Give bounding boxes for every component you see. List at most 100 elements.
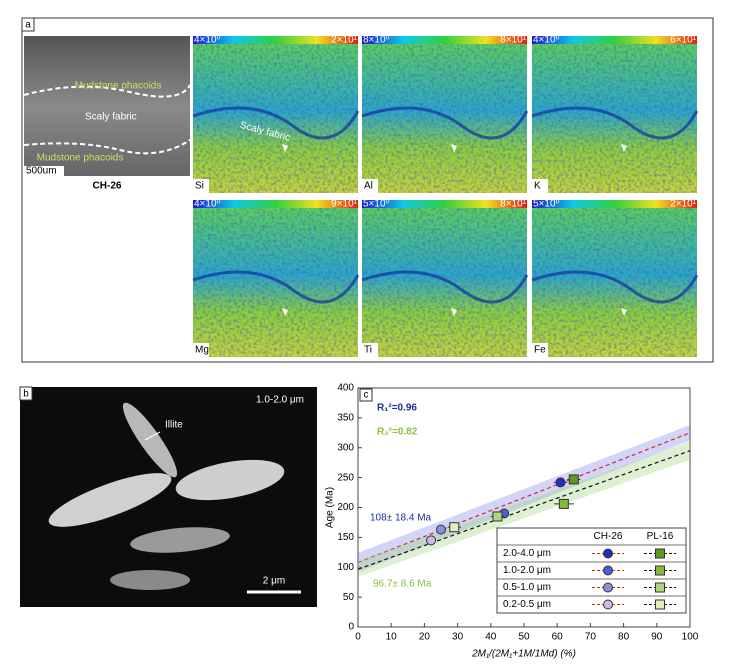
annotation: Scaly fabric [85, 112, 137, 123]
element-label: Al [364, 181, 373, 192]
panel-label-box [359, 388, 373, 402]
panel-label-box [21, 17, 35, 32]
panel-label: a [25, 20, 31, 31]
scale-label: 2 μm [263, 576, 285, 587]
regression-line [357, 450, 691, 570]
legend-header: CH-26 [594, 531, 623, 542]
panel-label: b [23, 389, 29, 400]
data-point [655, 582, 665, 593]
arrow [282, 308, 288, 316]
data-point [555, 477, 566, 488]
map-texture [532, 44, 697, 193]
colorbar-max: 8×10¹ [500, 199, 527, 210]
x-tick-label: 30 [452, 632, 464, 643]
r2-label: R₁²=0.96 [377, 403, 417, 414]
arrow [621, 144, 627, 152]
y-tick-label: 300 [337, 442, 354, 453]
boundary [23, 139, 191, 155]
colorbar-min: 8×10⁰ [363, 35, 390, 46]
colorbar-max: 9×10¹ [331, 199, 358, 210]
x-tick-label: 20 [419, 632, 431, 643]
annotation: Mudstone phacoids [37, 153, 124, 164]
data-point [492, 511, 503, 522]
confidence-band [358, 425, 690, 573]
data-point [655, 599, 665, 610]
y-tick-label: 250 [337, 472, 354, 483]
data-point [655, 548, 665, 559]
arrow [282, 144, 288, 152]
y-tick-label: 0 [348, 622, 354, 633]
element-box [193, 179, 209, 193]
legend-label: 0.2-0.5 μm [503, 599, 551, 610]
crystal [175, 459, 285, 501]
data-point [449, 522, 460, 533]
element-box [362, 179, 378, 193]
annotation: Illite [165, 420, 183, 431]
data-point [436, 524, 446, 535]
map-texture [362, 208, 527, 357]
element-label: Mg [195, 345, 209, 356]
y-tick-label: 150 [337, 532, 354, 543]
colorbar-max: 6×10¹ [670, 35, 697, 46]
pointer [144, 431, 161, 441]
element-label: Fe [534, 345, 546, 356]
element-label: Si [195, 181, 204, 192]
y-axis-label: Age (Ma) [325, 487, 336, 528]
map-texture [362, 44, 527, 193]
colorbar [362, 200, 527, 208]
colorbar [362, 36, 527, 44]
colorbar-min: 4×10⁰ [194, 199, 221, 210]
arrow [451, 144, 457, 152]
legend-header: PL-16 [647, 531, 674, 542]
element-box [532, 179, 548, 193]
legend-label: 1.0-2.0 μm [503, 565, 551, 576]
colorbar-min: 4×10⁰ [194, 35, 221, 46]
r2-label: R₂²=0.82 [377, 427, 418, 438]
fabric [361, 270, 529, 304]
intercept-label: 96.7± 8.6 Ma [373, 579, 432, 590]
y-tick-label: 200 [337, 502, 354, 513]
chart: 0 10 20 30 40 50 60 70 80 90 100 0 50 100 150 200 250 300… [325, 383, 699, 660]
fabric [361, 106, 529, 140]
y-tick-label: 50 [343, 592, 355, 603]
colorbar-min: 4×10⁰ [533, 35, 560, 46]
y-tick-label: 350 [337, 413, 354, 424]
element-box [193, 343, 209, 357]
colorbar [193, 36, 358, 44]
data-point [603, 565, 613, 576]
size-label: 1.0-2.0 μm [256, 395, 304, 406]
map-texture [193, 44, 358, 193]
colorbar-max: 2×10¹ [331, 35, 358, 46]
y-tick-label: 400 [337, 383, 354, 394]
colorbar-max: 8×10¹ [500, 35, 527, 46]
arrow [621, 308, 627, 316]
legend-label: 0.5-1.0 μm [503, 582, 551, 593]
x-tick-label: 100 [682, 632, 699, 643]
colorbar [193, 200, 358, 208]
colorbar-min: 5×10⁰ [363, 199, 390, 210]
x-tick-label: 90 [651, 632, 663, 643]
colorbar-max: 2×10¹ [670, 199, 697, 210]
x-tick-label: 60 [552, 632, 564, 643]
x-tick-label: 40 [485, 632, 497, 643]
panel-label: c [364, 390, 369, 401]
panel-label-box [19, 386, 33, 401]
data-point [603, 548, 613, 559]
annotation: Mudstone phacoids [75, 81, 162, 92]
scale-label: 500um [26, 166, 57, 177]
x-tick-label: 10 [386, 632, 398, 643]
map-texture [193, 208, 358, 357]
fabric [531, 106, 699, 140]
data-point [558, 498, 569, 509]
intercept-label: 108± 18.4 Ma [370, 513, 432, 524]
x-tick-label: 70 [585, 632, 597, 643]
x-tick-label: 80 [618, 632, 630, 643]
crystal [122, 402, 178, 478]
sem-image [20, 387, 317, 607]
data-point [426, 535, 437, 546]
element-box [362, 343, 378, 357]
x-tick-label: 0 [355, 632, 361, 643]
element-box [532, 343, 548, 357]
boundary [23, 84, 191, 98]
